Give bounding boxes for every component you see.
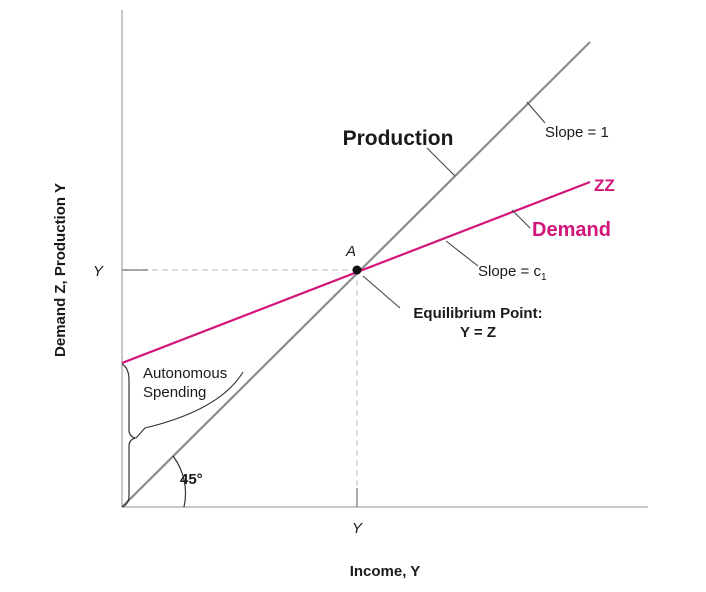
production-line	[121, 41, 591, 508]
demand-leader	[511, 209, 531, 229]
autonomous-leader	[135, 371, 244, 439]
y-axis-label: Demand Z, Production Y	[52, 183, 69, 357]
production-leader	[426, 147, 456, 177]
point-label: A	[345, 243, 356, 260]
x-tick-label: Y	[352, 520, 363, 537]
demand-label: Demand	[532, 219, 611, 241]
autonomous-label-line2: Spending	[143, 384, 206, 401]
angle-label: 45°	[180, 471, 203, 488]
slope-c1-leader	[445, 240, 479, 267]
angle-arc	[172, 455, 187, 508]
production-slope-label: Slope = 1	[545, 124, 609, 141]
equilibrium-label-line1: Equilibrium Point:	[413, 305, 542, 322]
autonomous-label-line1: Autonomous	[143, 365, 227, 382]
equilibrium-point	[352, 265, 362, 275]
equilibrium-leader	[362, 275, 401, 309]
demand-slope-text: Slope = c	[478, 263, 541, 280]
autonomous-brace	[121, 363, 137, 508]
x-axis-label: Income, Y	[350, 563, 421, 580]
production-label: Production	[343, 127, 454, 150]
demand-slope-subscript: 1	[541, 272, 547, 283]
y-tick-label: Y	[93, 263, 104, 280]
demand-curve-name: ZZ	[594, 176, 615, 195]
demand-slope-label: Slope = c1	[478, 263, 547, 283]
slope1-leader	[526, 101, 546, 124]
equilibrium-label-line2: Y = Z	[460, 324, 496, 341]
